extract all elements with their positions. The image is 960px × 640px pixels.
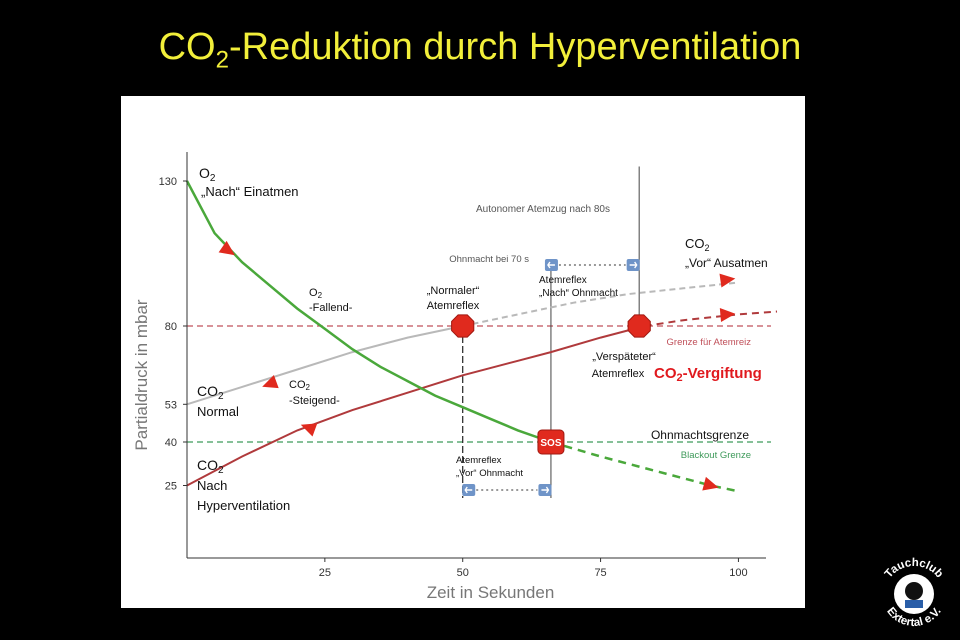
y-tick-label: 40 xyxy=(165,437,177,449)
vergiftung-label: CO2-Vergiftung xyxy=(654,365,762,384)
o2-dashed-curve xyxy=(550,440,739,493)
co2-hyper-dashed-curve xyxy=(644,310,778,327)
co2-hyper-curve xyxy=(186,325,645,487)
chart-panel: 25 50 75 100 25 40 53 80 130 Zeit in Sekunden P… xyxy=(121,96,805,608)
o2-fallend-line2: -Fallend- xyxy=(309,302,353,314)
x-tick-label: 100 xyxy=(729,567,747,579)
co2-normal-title: CO2 xyxy=(197,383,224,402)
vor-ohnmacht-line1: Atemreflex xyxy=(456,455,502,466)
reflex-markers: SOS xyxy=(451,314,651,455)
late-reflex-line2: Atemreflex xyxy=(592,368,645,380)
y-axis-label: Partialdruck in mbar xyxy=(132,299,151,451)
title-co: CO xyxy=(158,26,216,68)
slide-title: CO2-Reduktion durch Hyperventilation xyxy=(0,26,960,75)
co2-normal-line2: Normal xyxy=(197,404,239,419)
title-rest: -Reduktion durch Hyperventilation xyxy=(228,26,802,68)
direction-arrows xyxy=(218,240,736,491)
normal-reflex-line2: Atemreflex xyxy=(427,300,480,312)
club-logo: Tauchclub Extertal e.V. xyxy=(883,557,945,629)
y-tick-label: 130 xyxy=(159,176,177,188)
nach-ohnmacht-line2: „Nach“ Ohnmacht xyxy=(539,288,618,299)
o2-end-arrow xyxy=(702,476,719,491)
blackout-label: Blackout Grenze xyxy=(681,450,751,461)
co2-vor-line2: „Vor“ Ausatmen xyxy=(685,256,768,270)
vor-ohnmacht-arrow-left-icon xyxy=(464,486,473,494)
o2-title: O2 xyxy=(199,165,216,184)
x-tick-label: 25 xyxy=(319,567,331,579)
ohnmacht-70-label: Ohnmacht bei 70 s xyxy=(449,254,529,265)
co2-hyper-line3: Hyperventilation xyxy=(197,498,290,513)
o2-down-arrow xyxy=(218,240,235,256)
nach-ohnmacht-arrow-right-icon xyxy=(629,261,638,269)
autonom-label: Autonomer Atemzug nach 80s xyxy=(476,204,610,215)
y-tick-group: 25 40 53 80 130 xyxy=(159,176,187,493)
co2-normal-curve xyxy=(186,325,463,406)
x-tick-label: 50 xyxy=(457,567,469,579)
title-sub: 2 xyxy=(215,46,229,74)
ohnmachtsgrenze-label: Ohnmachtsgrenze xyxy=(651,428,749,442)
co2-hyper-title: CO2 xyxy=(197,457,224,476)
co2-vor-arrow xyxy=(719,273,736,288)
x-tick-group: 25 50 75 100 xyxy=(319,558,748,579)
normal-reflex-marker xyxy=(451,314,475,338)
atemreiz-label: Grenze für Atemreiz xyxy=(667,337,752,348)
chart-svg: 25 50 75 100 25 40 53 80 130 Zeit in Sekunden P… xyxy=(132,152,778,602)
logo-diver-icon xyxy=(905,582,923,600)
co2-vor-title: CO2 xyxy=(685,236,710,253)
normal-reflex-line1: „Normaler“ xyxy=(427,285,480,297)
y-tick-label: 53 xyxy=(165,399,177,411)
sos-marker xyxy=(537,429,565,455)
vor-ohnmacht-line2: „Vor“ Ohnmacht xyxy=(456,468,523,479)
o2-line2: „Nach“ Einatmen xyxy=(201,184,299,199)
o2-curve xyxy=(185,180,552,444)
y-tick-label: 80 xyxy=(165,321,177,333)
co2-hyper-end-arrow xyxy=(719,308,736,322)
co2-normal-arrow xyxy=(262,375,279,389)
interval-arrows xyxy=(462,259,640,496)
nach-ohnmacht-line1: Atemreflex xyxy=(539,275,587,286)
logo-badge xyxy=(905,600,923,608)
x-axis-label: Zeit in Sekunden xyxy=(427,583,555,602)
vor-ohnmacht-arrow-right-icon xyxy=(541,486,550,494)
late-reflex-line1: „Verspäteter“ xyxy=(592,351,656,363)
x-tick-label: 75 xyxy=(594,567,606,579)
co2-steigend-line2: -Steigend- xyxy=(289,395,340,407)
nach-ohnmacht-arrow-left-icon xyxy=(547,261,555,269)
late-reflex-marker xyxy=(627,314,651,338)
co2-normal-dashed-curve xyxy=(462,281,739,327)
co2-hyper-line2: Nach xyxy=(197,478,227,493)
sos-label: SOS xyxy=(540,438,561,449)
co2-steigend-title: CO2 xyxy=(289,379,311,392)
o2-fallend-title: O2 xyxy=(309,287,323,300)
y-tick-label: 25 xyxy=(165,481,177,493)
co2-hyper-arrow xyxy=(300,423,318,437)
